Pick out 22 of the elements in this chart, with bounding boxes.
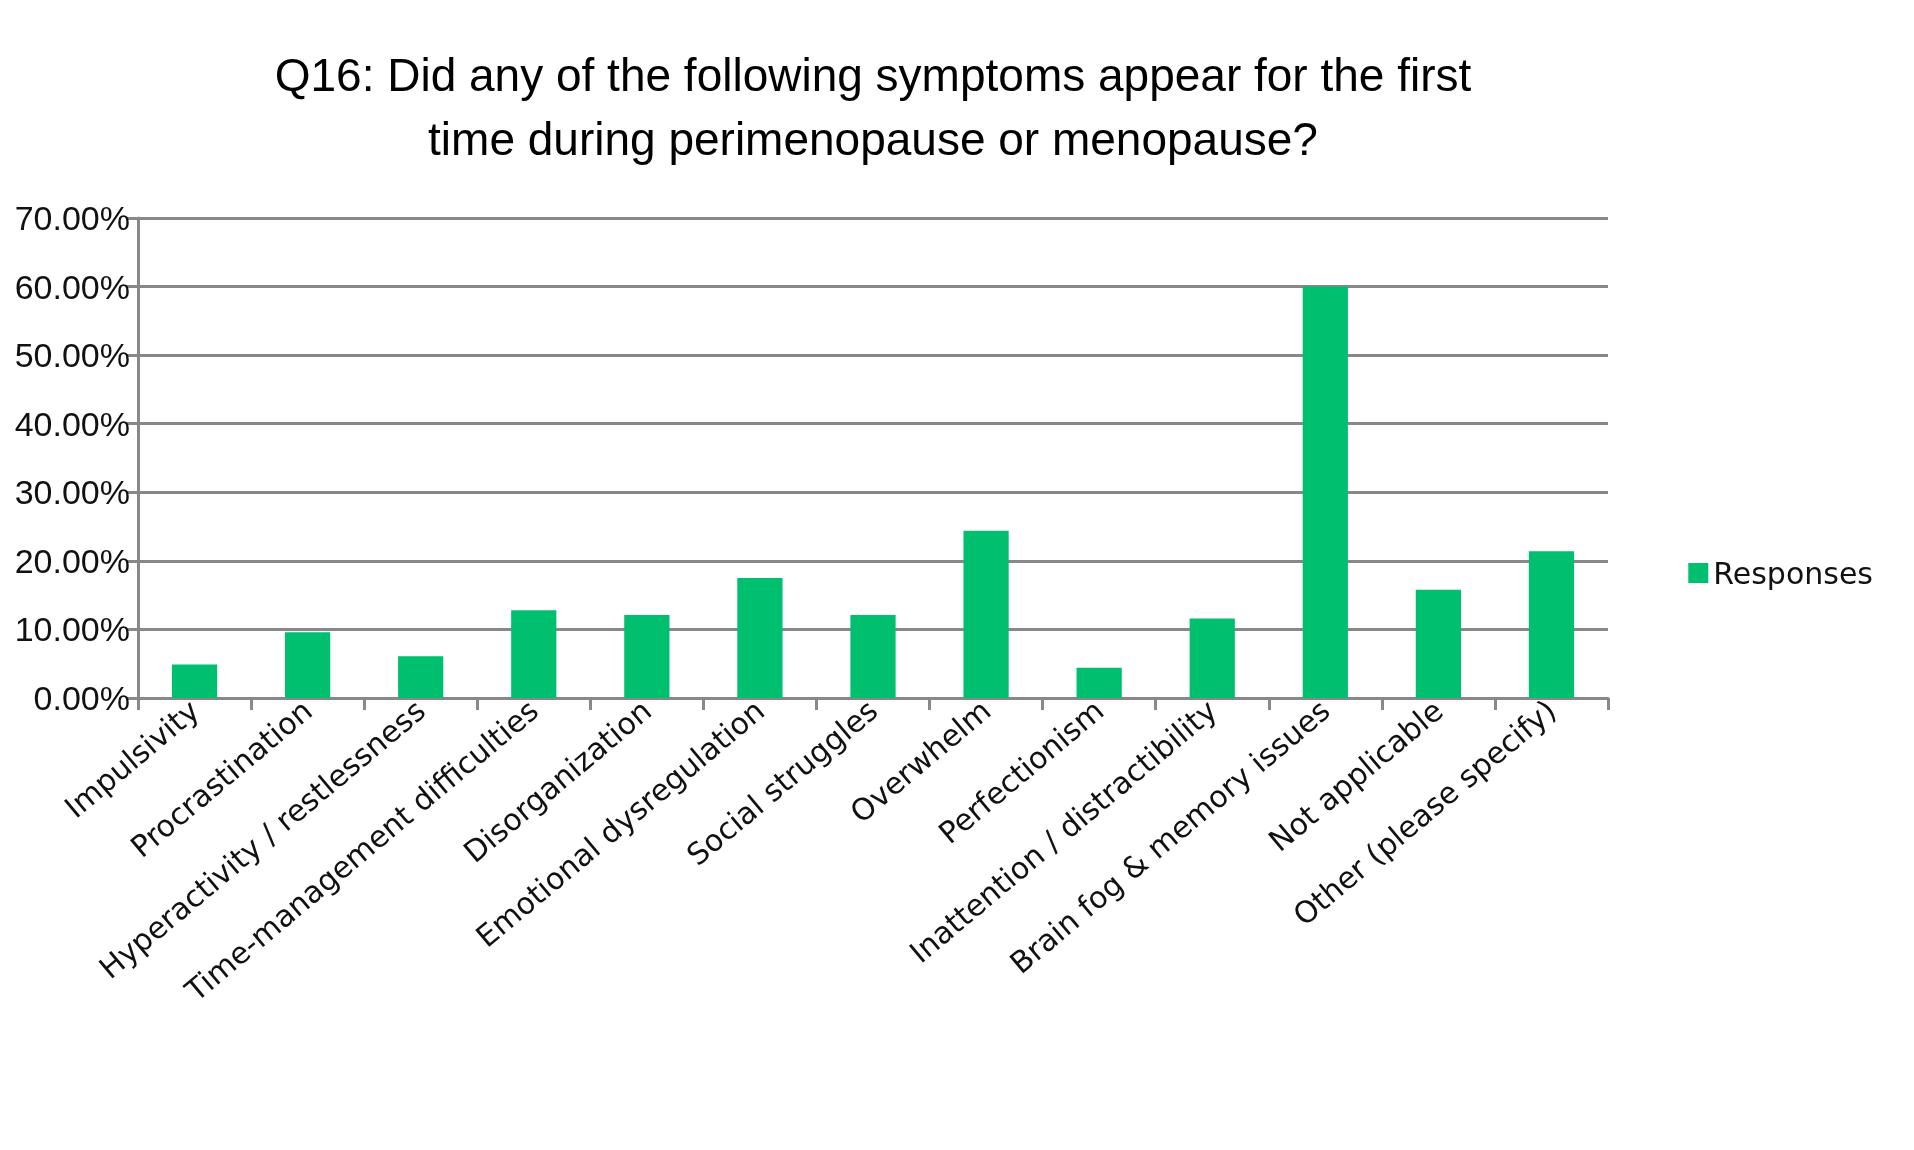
bar [737, 578, 783, 698]
y-tick-label: 20.00% [14, 541, 130, 580]
bar [850, 615, 896, 698]
bar [1302, 286, 1348, 698]
chart-title: Q16: Did any of the following symptoms appear for the first time during perimenopause or menopause? [274, 49, 1472, 165]
bar [963, 530, 1009, 698]
legend-label: Responses [1713, 555, 1874, 591]
y-tick-label: 50.00% [14, 336, 130, 375]
bar [624, 615, 670, 698]
bar [285, 632, 331, 698]
y-tick-label: 70.00% [14, 199, 130, 237]
bar [1415, 589, 1461, 698]
bar [1528, 551, 1575, 698]
y-tick-label: 30.00% [14, 473, 130, 512]
bar [171, 664, 218, 698]
bar [1189, 618, 1235, 698]
bar [511, 610, 557, 698]
y-tick-label: 60.00% [14, 267, 130, 306]
y-tick-label: 10.00% [14, 610, 130, 649]
bar [1076, 667, 1122, 698]
bar [398, 656, 444, 698]
y-tick-label: 40.00% [14, 404, 130, 443]
